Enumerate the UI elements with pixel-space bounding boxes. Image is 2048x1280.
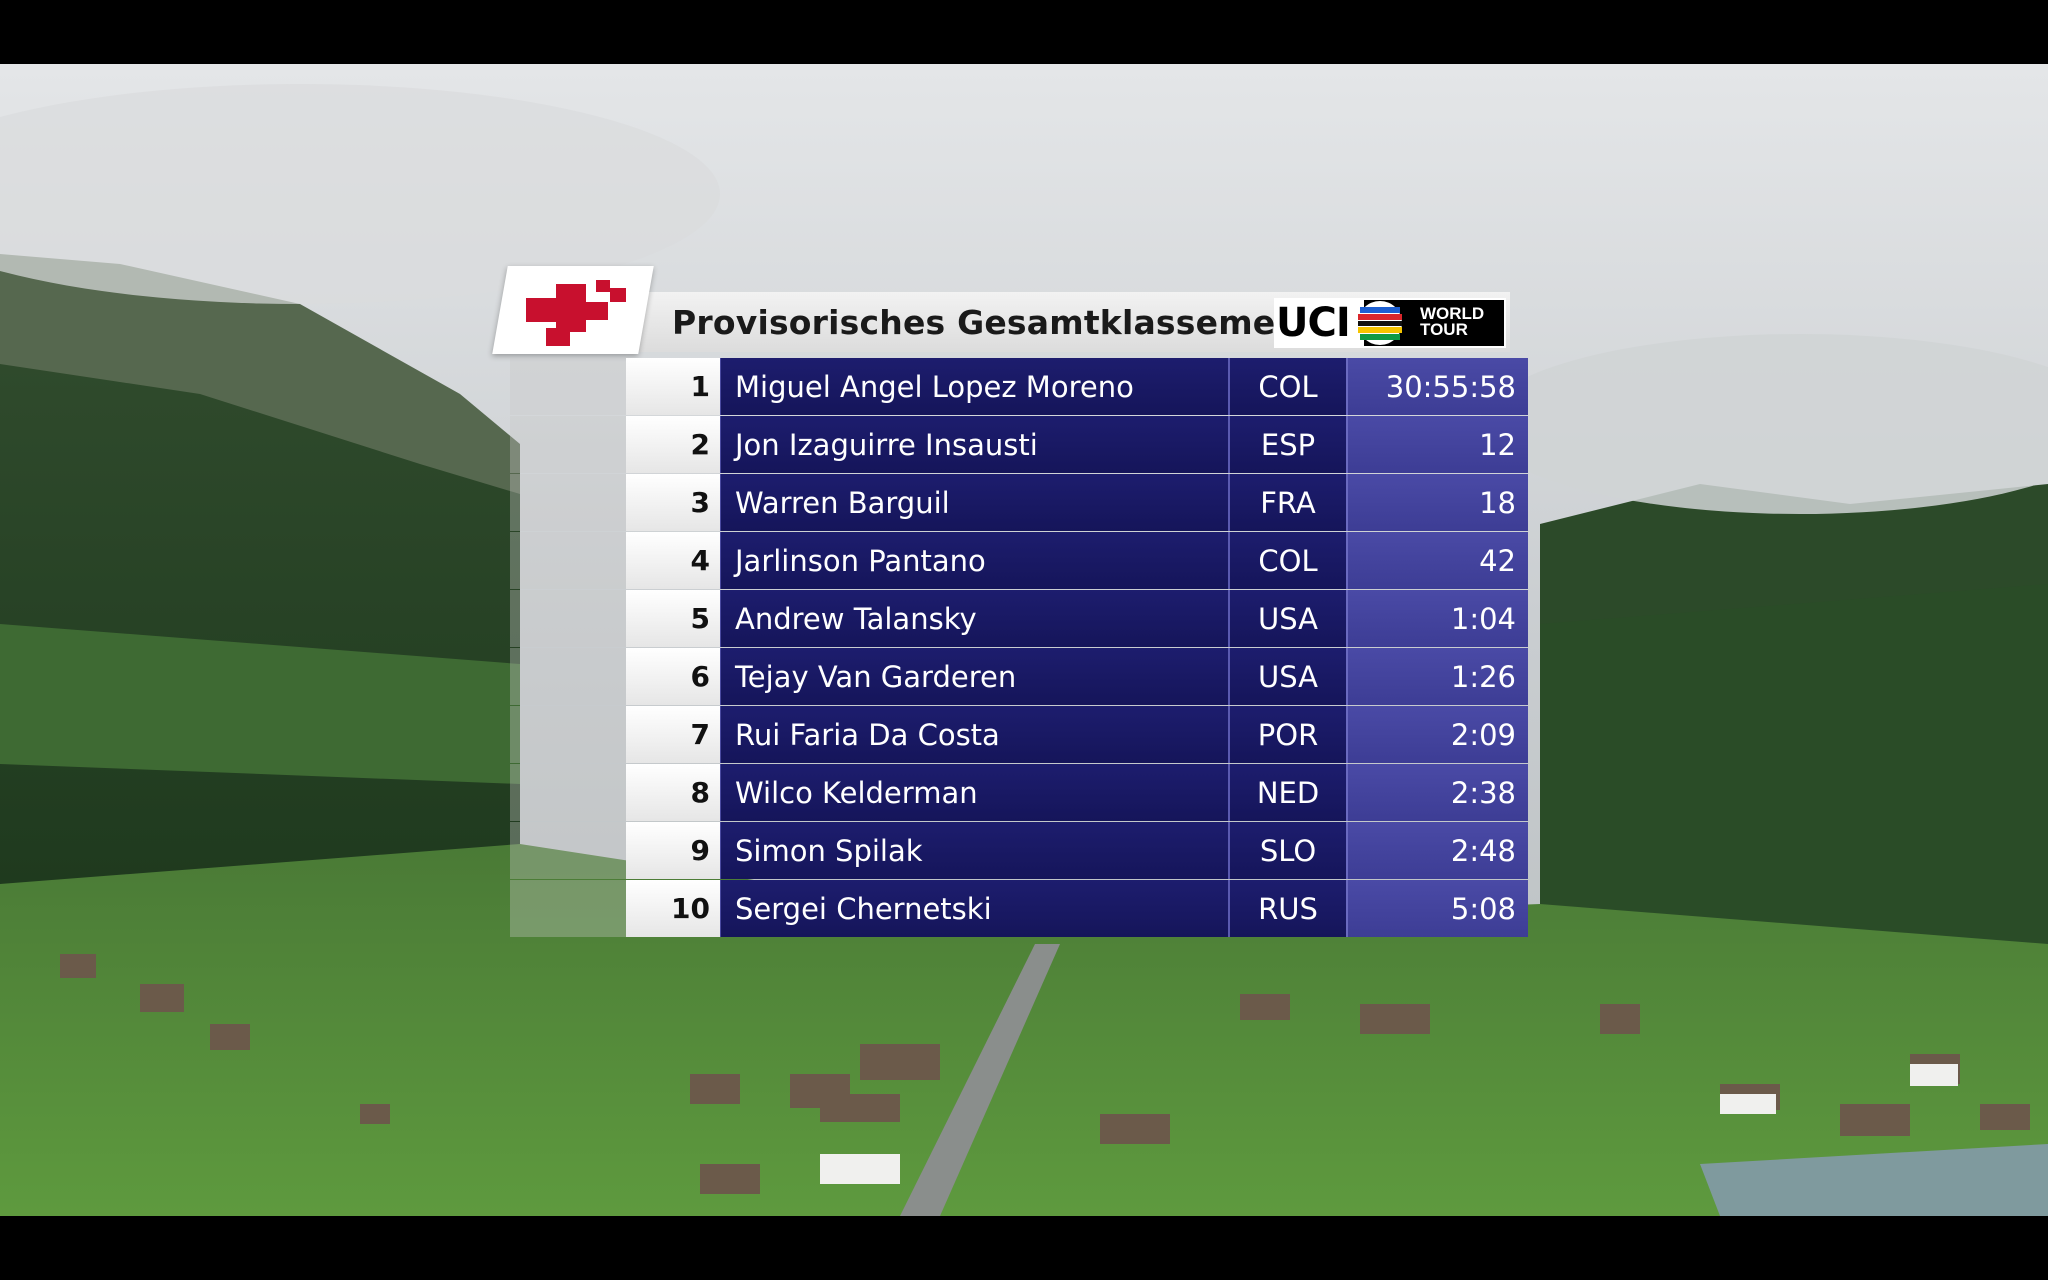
rider-photo-slot [510, 648, 626, 705]
nation-cell: SLO [1228, 822, 1346, 879]
rider-photo-slot [510, 416, 626, 473]
rank-cell: 3 [626, 474, 720, 531]
time-gap-cell: 12 [1346, 416, 1528, 473]
table-row: 4 Jarlinson Pantano COL 42 [510, 532, 1540, 589]
rider-photo-slot [510, 532, 626, 589]
nation-cell: POR [1228, 706, 1346, 763]
table-row: 9 Simon Spilak SLO 2:48 [510, 822, 1540, 879]
rider-name-cell: Andrew Talansky [720, 590, 1228, 647]
table-row: 1 Miguel Angel Lopez Moreno COL 30:55:58 [510, 358, 1540, 415]
standings-title: Provisorisches Gesamtklassement [672, 302, 1316, 342]
table-row: 2 Jon Izaguirre Insausti ESP 12 [510, 416, 1540, 473]
rider-photo-slot [510, 880, 626, 937]
rider-name-cell: Jon Izaguirre Insausti [720, 416, 1228, 473]
nation-cell: USA [1228, 648, 1346, 705]
table-row: 8 Wilco Kelderman NED 2:38 [510, 764, 1540, 821]
broadcaster-logo [492, 266, 654, 354]
nation-cell: RUS [1228, 880, 1346, 937]
table-row: 10 Sergei Chernetski RUS 5:08 [510, 880, 1540, 937]
nation-cell: FRA [1228, 474, 1346, 531]
world-tour-line1: WORLD [1420, 304, 1485, 323]
nation-cell: COL [1228, 358, 1346, 415]
rainbow-stripes-icon [1358, 301, 1402, 345]
uci-world-tour-badge: UCI WORLD TOUR [1274, 298, 1506, 348]
rank-cell: 8 [626, 764, 720, 821]
rider-name-cell: Sergei Chernetski [720, 880, 1228, 937]
rank-cell: 5 [626, 590, 720, 647]
letterbox-bottom [0, 1216, 2048, 1280]
rider-name-cell: Miguel Angel Lopez Moreno [720, 358, 1228, 415]
rider-name-cell: Wilco Kelderman [720, 764, 1228, 821]
world-tour-label: WORLD TOUR [1420, 304, 1485, 339]
world-tour-box: WORLD TOUR [1358, 300, 1504, 346]
rank-cell: 10 [626, 880, 720, 937]
uci-label: UCI [1276, 300, 1351, 346]
standings-table: 1 Miguel Angel Lopez Moreno COL 30:55:58 2 Jo… [510, 358, 1540, 938]
table-row: 7 Rui Faria Da Costa POR 2:09 [510, 706, 1540, 763]
time-gap-cell: 42 [1346, 532, 1528, 589]
rank-cell: 9 [626, 822, 720, 879]
table-row: 3 Warren Barguil FRA 18 [510, 474, 1540, 531]
table-row: 5 Andrew Talansky USA 1:04 [510, 590, 1540, 647]
time-gap-cell: 1:26 [1346, 648, 1528, 705]
rank-cell: 2 [626, 416, 720, 473]
time-gap-cell: 18 [1346, 474, 1528, 531]
rider-photo-slot [510, 706, 626, 763]
rider-name-cell: Jarlinson Pantano [720, 532, 1228, 589]
rider-photo-slot [510, 590, 626, 647]
table-row: 6 Tejay Van Garderen USA 1:26 [510, 648, 1540, 705]
letterbox-top [0, 0, 2048, 64]
time-gap-cell: 1:04 [1346, 590, 1528, 647]
rider-photo-slot [510, 358, 626, 415]
time-gap-cell: 2:09 [1346, 706, 1528, 763]
rank-cell: 7 [626, 706, 720, 763]
rider-name-cell: Warren Barguil [720, 474, 1228, 531]
rider-photo-slot [510, 822, 626, 879]
title-bar: Provisorisches Gesamtklassement UCI WORL… [630, 292, 1510, 352]
rider-photo-slot [510, 474, 626, 531]
time-gap-cell: 2:48 [1346, 822, 1528, 879]
nation-cell: NED [1228, 764, 1346, 821]
world-tour-line2: TOUR [1420, 320, 1468, 339]
nation-cell: COL [1228, 532, 1346, 589]
rider-photo-slot [510, 764, 626, 821]
time-gap-cell: 2:38 [1346, 764, 1528, 821]
time-gap-cell: 5:08 [1346, 880, 1528, 937]
time-gap-cell: 30:55:58 [1346, 358, 1528, 415]
rider-name-cell: Rui Faria Da Costa [720, 706, 1228, 763]
nation-cell: USA [1228, 590, 1346, 647]
rider-name-cell: Simon Spilak [720, 822, 1228, 879]
tour-de-suisse-cross-icon [526, 280, 626, 346]
nation-cell: ESP [1228, 416, 1346, 473]
rider-name-cell: Tejay Van Garderen [720, 648, 1228, 705]
rank-cell: 1 [626, 358, 720, 415]
rank-cell: 6 [626, 648, 720, 705]
rank-cell: 4 [626, 532, 720, 589]
